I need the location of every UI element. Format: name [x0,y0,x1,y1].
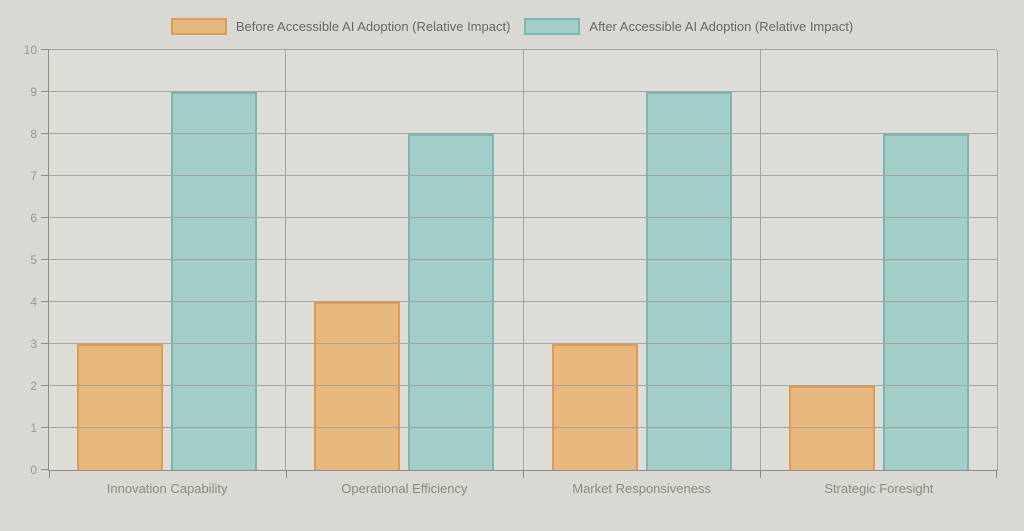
bar-before-1[interactable] [314,302,401,470]
bar-after-1[interactable] [408,134,495,470]
x-axis-tick [760,470,761,478]
legend-item-before[interactable]: Before Accessible AI Adoption (Relative … [170,18,511,35]
x-axis-category-label: Innovation Capability [106,481,228,496]
x-axis-tick [523,470,524,478]
legend: Before Accessible AI Adoption (Relative … [0,18,1024,35]
legend-label: Before Accessible AI Adoption (Relative … [235,19,511,34]
y-axis-tick [41,217,49,218]
y-axis-tick-label: 10 [23,43,37,57]
x-axis-category-label: Strategic Foresight [824,481,934,496]
y-axis-tick-label: 6 [30,211,37,225]
y-axis-tick-label: 4 [30,295,37,309]
bar-group: Market Responsiveness [524,50,761,496]
legend-item-after[interactable]: After Accessible AI Adoption (Relative I… [524,18,853,35]
y-axis-tick-label: 3 [30,337,37,351]
y-axis-tick [41,175,49,176]
x-axis-category-label: Operational Efficiency [341,481,468,496]
y-axis-tick [41,385,49,386]
plot-area: Innovation Capability Operational Efficie… [24,43,998,496]
y-axis-tick [41,427,49,428]
bar-before-2[interactable] [551,344,638,470]
y-axis-tick [41,343,49,344]
y-axis-tick-label: 0 [30,463,37,477]
y-axis-tick-label: 7 [30,169,37,183]
bar-before-3[interactable] [788,386,875,470]
legend-swatch-icon [170,18,227,35]
bar-after-3[interactable] [882,134,969,470]
x-axis-tick [49,470,50,478]
y-axis-tick [41,301,49,302]
bar-group: Innovation Capability [49,50,287,496]
y-axis-tick-label: 5 [30,253,37,267]
bar-after-0[interactable] [171,92,258,470]
y-axis-tick [41,49,49,50]
bar-groups: Innovation Capability Operational Efficie… [49,50,997,496]
y-axis-tick [41,469,49,470]
y-axis-tick-label: 2 [30,379,37,393]
bar-after-2[interactable] [645,92,732,470]
x-axis-category-label: Market Responsiveness [572,481,711,496]
y-axis-tick-label: 9 [30,85,37,99]
bar-group: Strategic Foresight [761,50,997,496]
x-axis-tick [996,470,997,478]
y-axis-tick-label: 1 [30,421,37,435]
legend-label: After Accessible AI Adoption (Relative I… [589,19,854,34]
x-axis-tick [286,470,287,478]
y-axis-tick [41,259,49,260]
bar-before-0[interactable] [77,344,164,470]
y-axis-tick-label: 8 [30,127,37,141]
y-axis-tick [41,133,49,134]
bar-group: Operational Efficiency [286,50,524,496]
y-axis-tick [41,91,49,92]
legend-swatch-icon [524,18,581,35]
